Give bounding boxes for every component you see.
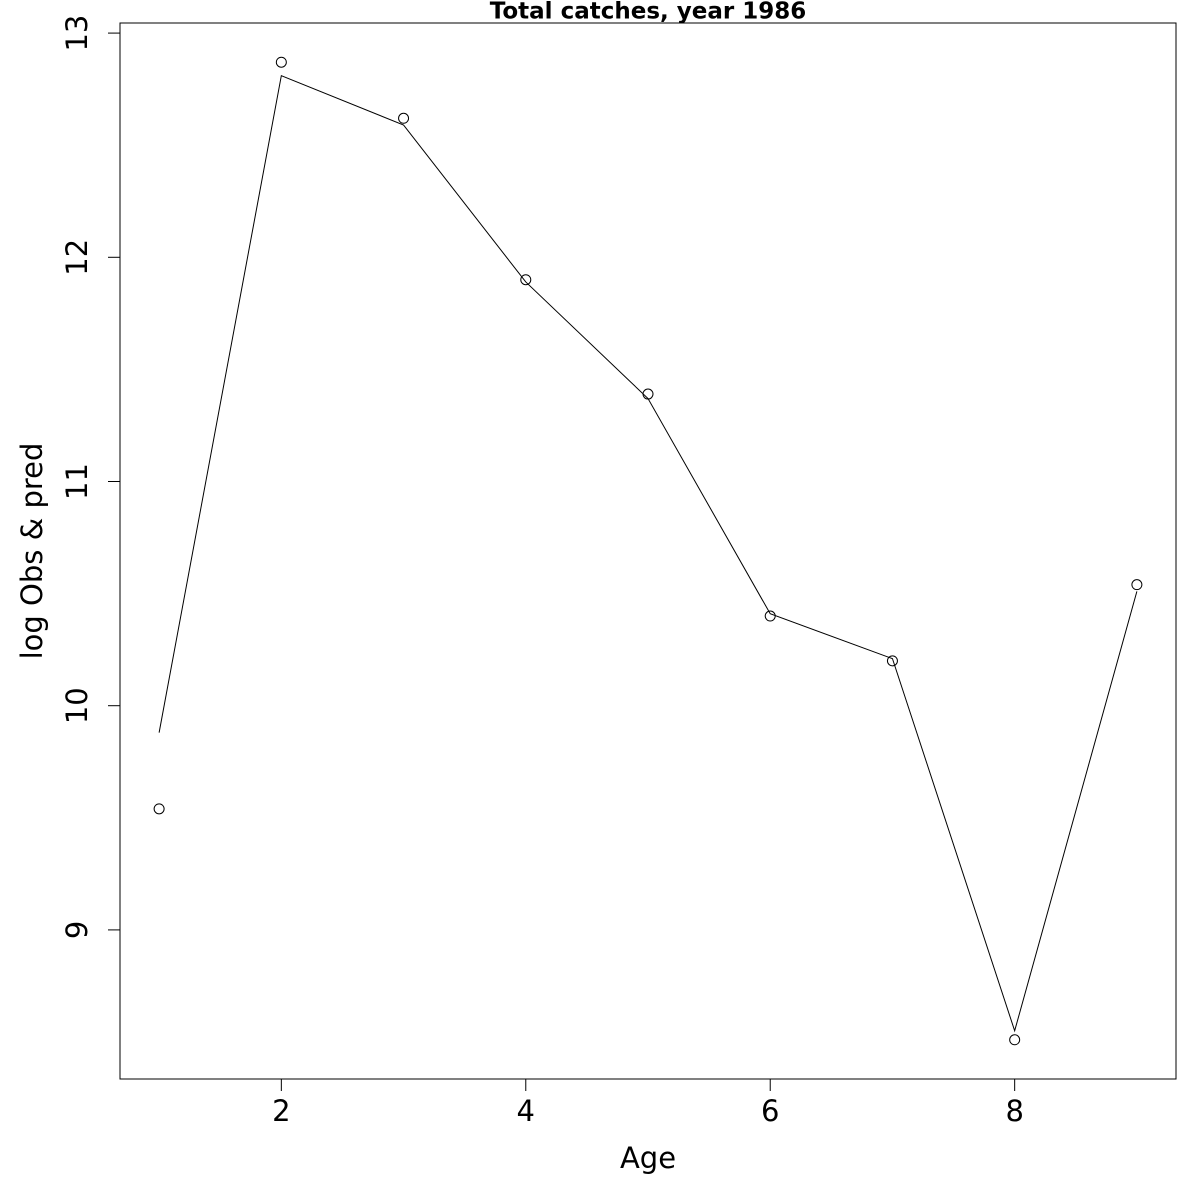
data-point: [153, 803, 165, 815]
y-axis-title: log Obs & pred: [15, 443, 49, 660]
data-point: [764, 610, 776, 622]
chart-title: Total catches, year 1986: [490, 0, 807, 25]
data-point: [886, 655, 898, 667]
y-tick-label: 12: [60, 239, 94, 276]
data-point: [642, 388, 654, 400]
y-tick-label: 9: [60, 921, 94, 939]
data-point: [275, 56, 287, 68]
data-line: [158, 74, 1138, 1033]
data-point: [1009, 1034, 1021, 1046]
x-tick-label: 4: [517, 1094, 535, 1128]
x-tick-label: 8: [1005, 1094, 1023, 1128]
y-tick-label: 11: [60, 463, 94, 500]
x-tick-label: 6: [761, 1094, 779, 1128]
x-axis-title: Age: [620, 1141, 676, 1175]
data-point: [520, 274, 532, 286]
data-point: [398, 112, 410, 124]
data-point: [1131, 579, 1143, 591]
y-tick-label: 13: [60, 15, 94, 52]
x-tick-label: 2: [272, 1094, 290, 1128]
y-tick-label: 10: [60, 687, 94, 724]
plot-frame: [119, 22, 1177, 1080]
